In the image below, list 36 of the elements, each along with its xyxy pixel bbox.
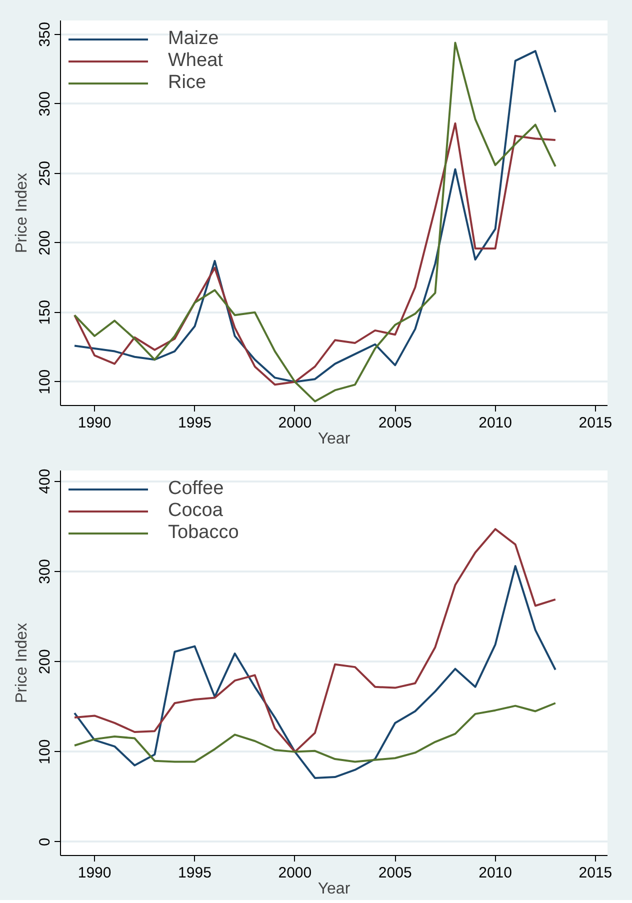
x-tick-label: 2000 — [278, 414, 312, 432]
x-tick-label: 2010 — [478, 864, 512, 882]
y-tick-label: 250 — [36, 160, 54, 186]
x-tick-label: 1995 — [178, 864, 212, 882]
x-tick-label: 2010 — [478, 414, 512, 432]
line-series — [74, 565, 556, 779]
y-axis-title: Price Index — [14, 622, 30, 704]
legend-label: Tobacco — [168, 522, 239, 544]
x-axis-title: Year — [318, 430, 351, 448]
x-tick-label: 1990 — [78, 414, 112, 432]
x-tick-label: 2015 — [578, 864, 612, 882]
y-tick-label: 150 — [36, 300, 54, 325]
y-tick-label: 0 — [36, 838, 54, 846]
x-tick-label: 1995 — [178, 414, 212, 432]
y-tick-label: 400 — [36, 468, 54, 494]
y-axis-title: Price Index — [14, 172, 30, 254]
legend-label: Maize — [168, 28, 219, 50]
y-tick-label: 100 — [36, 739, 54, 764]
legend-label: Coffee — [168, 478, 224, 500]
y-tick-label: 300 — [36, 558, 54, 584]
line-series — [74, 122, 556, 386]
x-tick-label: 2015 — [578, 414, 612, 432]
y-tick-label: 350 — [36, 22, 54, 47]
legend-label: Wheat — [168, 50, 223, 72]
y-tick-label: 200 — [36, 649, 54, 674]
x-tick-label: 2000 — [278, 864, 312, 882]
x-tick-label: 2005 — [378, 414, 412, 432]
legend-label: Rice — [168, 72, 206, 94]
y-tick-label: 100 — [36, 369, 54, 394]
x-tick-label: 1990 — [78, 864, 112, 882]
legend-label: Cocoa — [168, 500, 223, 522]
line-series — [74, 702, 556, 763]
x-axis-title: Year — [318, 880, 351, 898]
y-tick-label: 200 — [36, 230, 54, 256]
y-tick-label: 300 — [36, 91, 54, 116]
x-tick-label: 2005 — [378, 864, 412, 882]
